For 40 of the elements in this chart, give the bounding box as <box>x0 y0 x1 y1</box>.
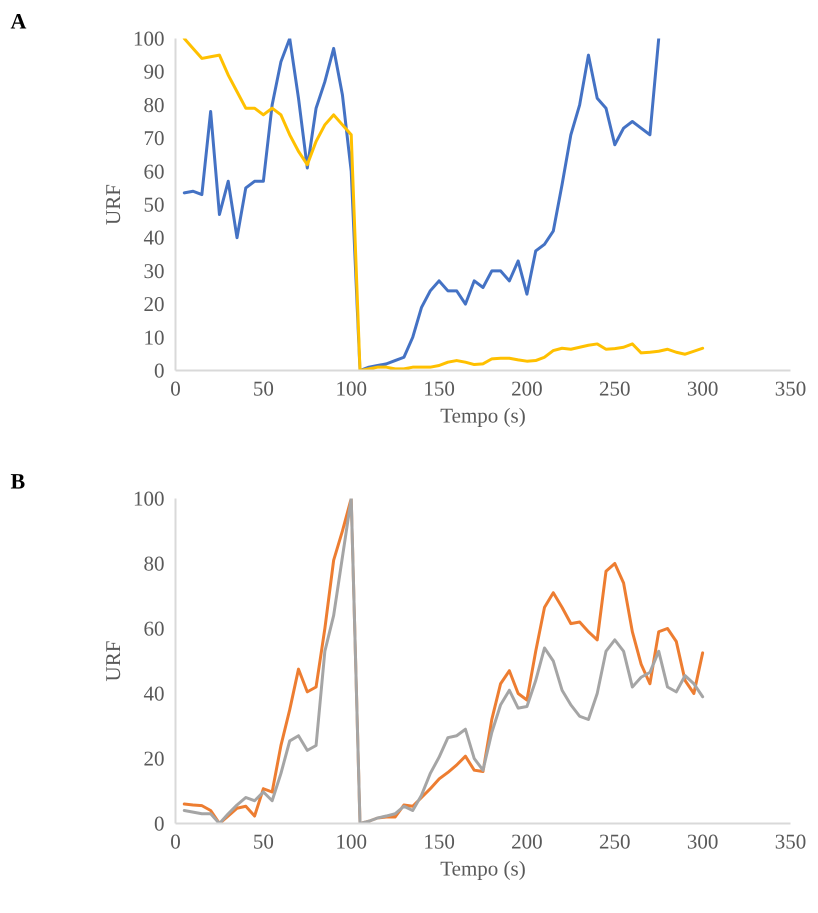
y-tick-label: 90 <box>144 60 164 84</box>
y-tick-label: 80 <box>144 552 164 576</box>
y-tick-label: 20 <box>144 746 164 770</box>
y-tick-label: 60 <box>144 159 164 184</box>
y-axis-title: URF <box>101 640 125 682</box>
y-tick-label: 70 <box>144 126 164 150</box>
y-tick-label: 80 <box>144 92 164 117</box>
x-tick-label: 100 <box>335 830 367 854</box>
y-tick-label: 60 <box>144 616 164 640</box>
x-tick-label: 0 <box>170 376 181 400</box>
x-tick-label: 350 <box>774 376 806 400</box>
x-tick-label: 100 <box>335 376 367 400</box>
x-tick-label: 300 <box>686 376 718 400</box>
y-tick-label: 40 <box>144 682 164 706</box>
y-tick-label: 10 <box>144 325 164 350</box>
y-axis-title: URF <box>101 184 125 225</box>
x-axis-title: Tempo (s) <box>440 404 526 428</box>
x-tick-label: 200 <box>511 830 543 854</box>
x-tick-label: 350 <box>774 830 806 854</box>
x-tick-label: 150 <box>423 830 455 854</box>
y-tick-label: 0 <box>154 812 164 836</box>
y-tick-label: 100 <box>133 26 164 50</box>
x-tick-label: 250 <box>599 376 631 400</box>
y-tick-label: 20 <box>144 292 164 316</box>
y-tick-label: 100 <box>133 486 164 510</box>
x-tick-label: 50 <box>252 376 274 400</box>
y-tick-label: 50 <box>144 192 164 216</box>
y-tick-label: 0 <box>154 358 164 382</box>
x-tick-label: 0 <box>170 830 181 854</box>
y-tick-label: 40 <box>144 226 164 250</box>
line-series <box>182 498 704 824</box>
x-tick-label: 200 <box>511 376 543 400</box>
text: A <box>10 8 26 34</box>
x-axis-title: Tempo (s) <box>440 856 526 880</box>
x-tick-label: 50 <box>252 830 274 854</box>
y-tick-label: 30 <box>144 258 164 283</box>
x-tick-label: 300 <box>686 830 718 854</box>
text: B <box>10 468 26 494</box>
x-tick-label: 250 <box>599 830 631 854</box>
x-tick-label: 150 <box>423 376 455 400</box>
